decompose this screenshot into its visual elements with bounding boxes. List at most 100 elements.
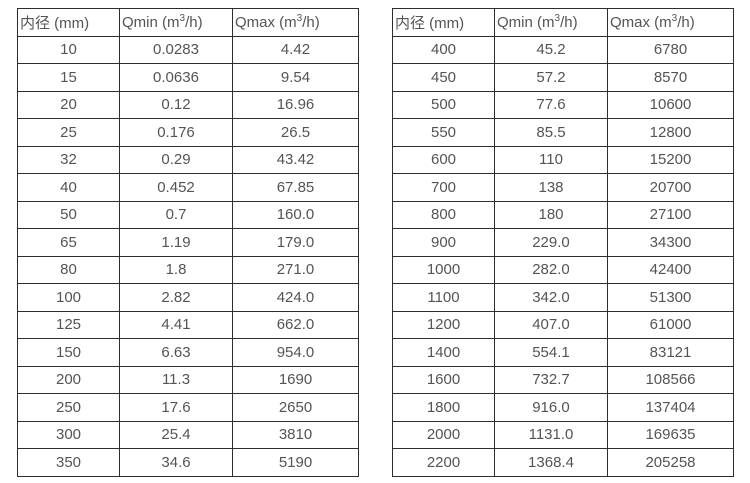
table-cell: 300 (17, 420, 120, 449)
table-row: 300 25.4 3810 (17, 420, 359, 449)
table-cell: 0.12 (119, 90, 233, 119)
table-row: 1000 282.0 42400 (392, 255, 734, 284)
table-cell: 662.0 (232, 310, 359, 339)
table-cell: 1100 (392, 283, 495, 312)
table-row: 80 1.8 271.0 (17, 255, 359, 284)
table-cell: 15200 (607, 145, 734, 174)
table-cell: 80 (17, 255, 120, 284)
table-cell: 20 (17, 90, 120, 119)
table-cell: 732.7 (494, 365, 608, 394)
header-cell: 内径 (mm) (392, 8, 495, 37)
table-cell: 424.0 (232, 283, 359, 312)
table-cell: 50 (17, 200, 120, 229)
table-cell: 8570 (607, 63, 734, 92)
table-row: 800 180 27100 (392, 200, 734, 229)
table-cell: 179.0 (232, 228, 359, 257)
table-cell: 0.29 (119, 145, 233, 174)
table-cell: 1800 (392, 393, 495, 422)
table-cell: 2650 (232, 393, 359, 422)
table-cell: 550 (392, 118, 495, 147)
table-cell: 800 (392, 200, 495, 229)
header-cell: Qmax (m3/h) (607, 8, 734, 37)
table-cell: 0.0283 (119, 35, 233, 64)
table-row: 1200 407.0 61000 (392, 310, 734, 339)
table-cell: 700 (392, 173, 495, 202)
table-cell: 1.8 (119, 255, 233, 284)
table-cell: 6.63 (119, 338, 233, 367)
table-cell: 271.0 (232, 255, 359, 284)
table-cell: 350 (17, 448, 120, 477)
table-cell: 1.19 (119, 228, 233, 257)
table-cell: 1368.4 (494, 448, 608, 477)
table-row: 20 0.12 16.96 (17, 90, 359, 119)
header-cell: Qmax (m3/h) (232, 8, 359, 37)
table-cell: 229.0 (494, 228, 608, 257)
table-cell: 25 (17, 118, 120, 147)
header-cell: 内径 (mm) (17, 8, 120, 37)
table-cell: 500 (392, 90, 495, 119)
table-cell: 3810 (232, 420, 359, 449)
table-cell: 205258 (607, 448, 734, 477)
table-row: 400 45.2 6780 (392, 35, 734, 64)
table-cell: 0.452 (119, 173, 233, 202)
table-cell: 51300 (607, 283, 734, 312)
table-row: 1100 342.0 51300 (392, 283, 734, 312)
table-row: 250 17.6 2650 (17, 393, 359, 422)
table-cell: 342.0 (494, 283, 608, 312)
table-cell: 110 (494, 145, 608, 174)
table-cell: 0.176 (119, 118, 233, 147)
table-row: 150 6.63 954.0 (17, 338, 359, 367)
table-cell: 450 (392, 63, 495, 92)
header-row: 内径 (mm) Qmin (m3/h) Qmax (m3/h) (392, 8, 734, 37)
table-cell: 45.2 (494, 35, 608, 64)
table-cell: 600 (392, 145, 495, 174)
table-cell: 554.1 (494, 338, 608, 367)
table-row: 700 138 20700 (392, 173, 734, 202)
table-cell: 282.0 (494, 255, 608, 284)
table-row: 40 0.452 67.85 (17, 173, 359, 202)
table-row: 900 229.0 34300 (392, 228, 734, 257)
table-cell: 11.3 (119, 365, 233, 394)
table-row: 1600 732.7 108566 (392, 365, 734, 394)
table-cell: 2200 (392, 448, 495, 477)
table-row: 1800 916.0 137404 (392, 393, 734, 422)
table-cell: 200 (17, 365, 120, 394)
table-row: 2200 1368.4 205258 (392, 448, 734, 477)
table-cell: 1131.0 (494, 420, 608, 449)
table-row: 350 34.6 5190 (17, 448, 359, 477)
flow-spec-tables-page: 内径 (mm) Qmin (m3/h) Qmax (m3/h) 10 0.0283 4.4… (17, 8, 734, 477)
table-cell: 954.0 (232, 338, 359, 367)
table-cell: 2000 (392, 420, 495, 449)
table-cell: 32 (17, 145, 120, 174)
table-cell: 125 (17, 310, 120, 339)
table-row: 200 11.3 1690 (17, 365, 359, 394)
table-row: 25 0.176 26.5 (17, 118, 359, 147)
table-cell: 916.0 (494, 393, 608, 422)
table-cell: 83121 (607, 338, 734, 367)
table-cell: 34300 (607, 228, 734, 257)
table-row: 10 0.0283 4.42 (17, 35, 359, 64)
table-cell: 100 (17, 283, 120, 312)
table-cell: 16.96 (232, 90, 359, 119)
header-cell: Qmin (m3/h) (494, 8, 608, 37)
table-row: 500 77.6 10600 (392, 90, 734, 119)
header-cell: Qmin (m3/h) (119, 8, 233, 37)
table-cell: 15 (17, 63, 120, 92)
table-cell: 85.5 (494, 118, 608, 147)
table-cell: 250 (17, 393, 120, 422)
table-cell: 42400 (607, 255, 734, 284)
table-cell: 108566 (607, 365, 734, 394)
table-cell: 0.7 (119, 200, 233, 229)
table-cell: 137404 (607, 393, 734, 422)
table-cell: 160.0 (232, 200, 359, 229)
table-row: 100 2.82 424.0 (17, 283, 359, 312)
table-cell: 34.6 (119, 448, 233, 477)
table-cell: 1000 (392, 255, 495, 284)
table-row: 65 1.19 179.0 (17, 228, 359, 257)
table-cell: 12800 (607, 118, 734, 147)
table-cell: 0.0636 (119, 63, 233, 92)
flow-spec-table-left: 内径 (mm) Qmin (m3/h) Qmax (m3/h) 10 0.0283 4.4… (17, 8, 359, 477)
table-row: 2000 1131.0 169635 (392, 420, 734, 449)
table-cell: 4.42 (232, 35, 359, 64)
table-cell: 1690 (232, 365, 359, 394)
